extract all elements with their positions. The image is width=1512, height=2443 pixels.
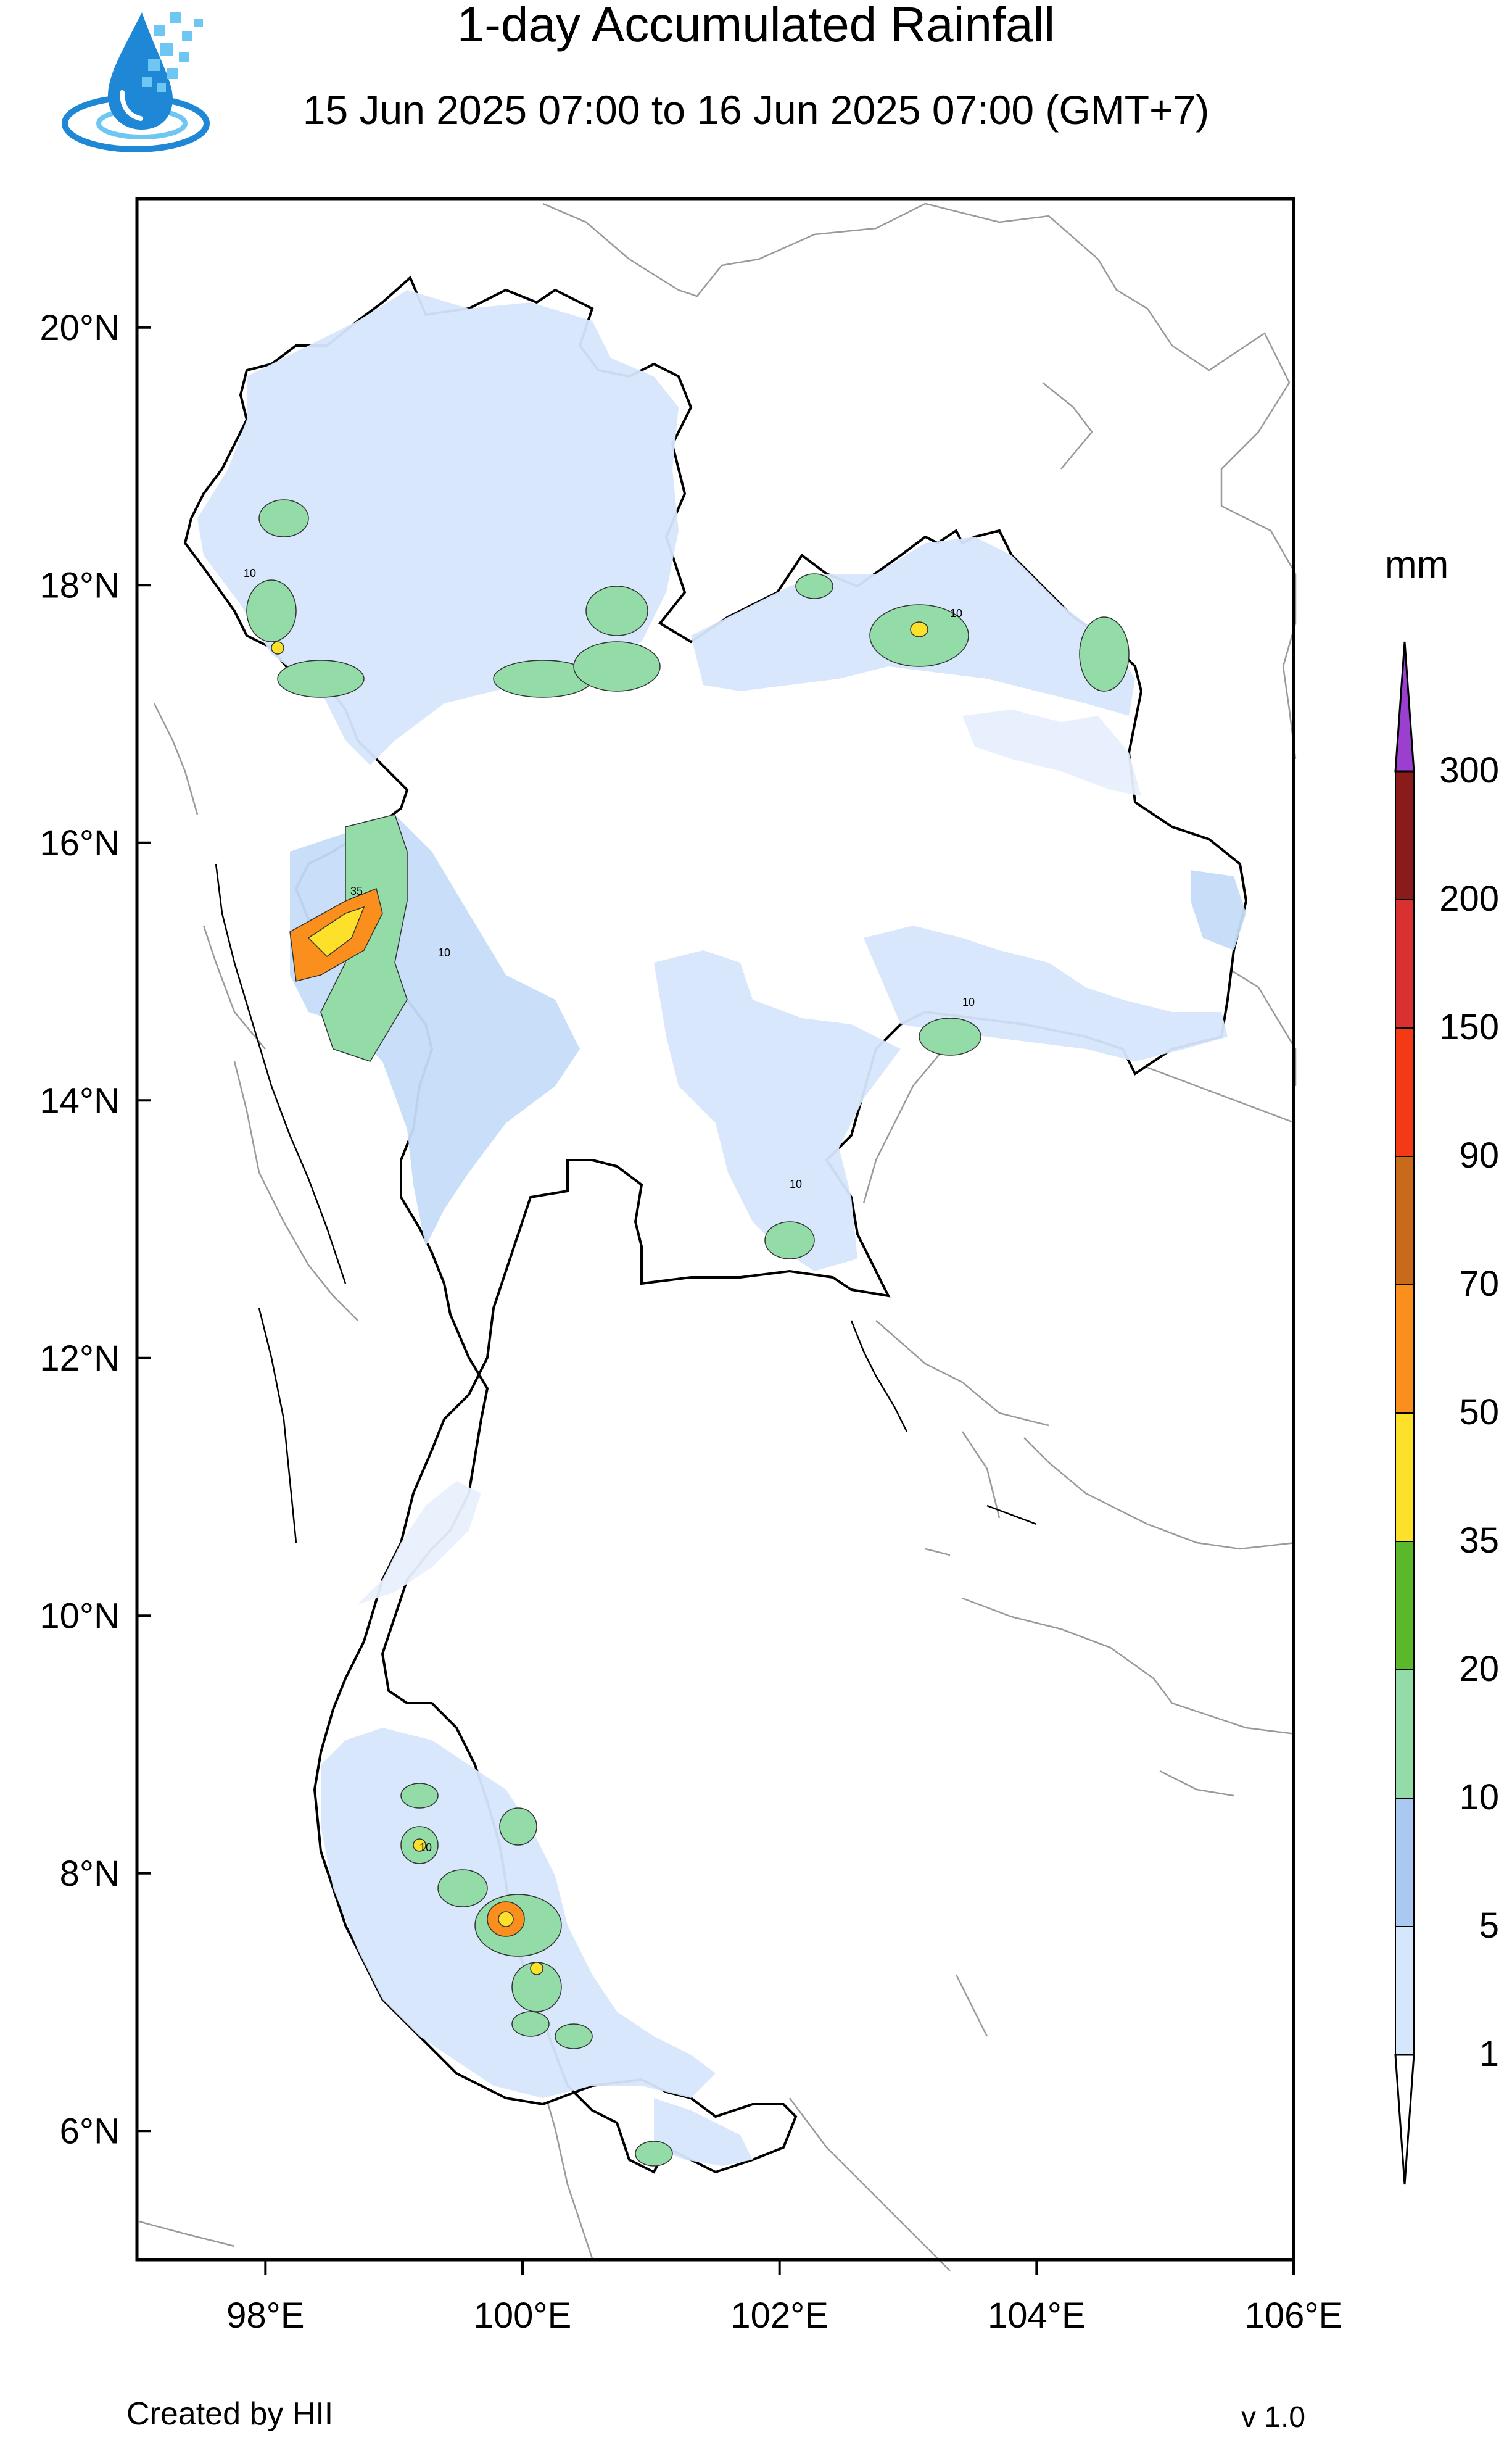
lat-tick-label: 12°N [39, 1338, 120, 1379]
neighbor-borders [138, 202, 1297, 2271]
hii-logo-icon [62, 12, 210, 152]
rain-cells-10-20 [246, 499, 1130, 2167]
colorbar-swatch [1395, 1412, 1415, 1542]
rain-cells-heavy [271, 621, 928, 1975]
colorbar-low-triangle [1394, 2054, 1415, 2185]
version-text: v 1.0 [1241, 2401, 1306, 2434]
map-frame [135, 197, 1295, 2262]
coastlines [215, 863, 1037, 1543]
colorbar-swatch [1395, 1284, 1415, 1414]
lat-tick-label: 6°N [60, 2111, 120, 2151]
lat-tick-label: 10°N [39, 1596, 120, 1636]
colorbar-swatch [1395, 1926, 1415, 2055]
lon-tick-label: 100°E [474, 2296, 572, 2336]
colorbar-level-label: 5 [1479, 1906, 1499, 1946]
contour-labels: 10 10 35 10 10 10 10 [244, 567, 975, 1854]
colorbar-level-label: 50 [1459, 1392, 1499, 1432]
lat-tick-label: 8°N [60, 1854, 120, 1894]
colorbar-level-label: 90 [1459, 1135, 1499, 1176]
colorbar-level-label: 10 [1459, 1777, 1499, 1817]
lon-tick-label: 104°E [988, 2296, 1086, 2336]
lat-tick-label: 16°N [39, 823, 120, 863]
lat-tick-label: 20°N [39, 308, 120, 348]
lon-tick-label: 98°E [226, 2296, 304, 2336]
lat-tick-label: 18°N [39, 565, 120, 605]
colorbar-unit: mm [1385, 544, 1449, 586]
latitude-axis: 6°N 8°N 10°N 12°N 14°N 16°N 18°N 20°N [39, 308, 151, 2151]
colorbar-swatch [1395, 1027, 1415, 1157]
colorbar-level-label: 20 [1459, 1649, 1499, 1689]
contour-label: 10 [950, 607, 962, 620]
map-subtitle: 15 Jun 2025 07:00 to 16 Jun 2025 07:00 (… [302, 87, 1210, 133]
colorbar-swatch [1395, 1541, 1415, 1670]
lon-tick-label: 102°E [730, 2296, 828, 2336]
contour-label: 35 [350, 885, 363, 897]
colorbar [1394, 641, 1415, 2185]
longitude-axis: 98°E 100°E 102°E 104°E 106°E [226, 2260, 1342, 2336]
lat-tick-label: 14°N [39, 1080, 120, 1121]
contour-label: 10 [962, 996, 975, 1008]
colorbar-level-label: 300 [1439, 750, 1499, 790]
credit-text: Created by HII [126, 2396, 334, 2432]
colorbar-swatch [1395, 1798, 1415, 1927]
colorbar-swatch [1395, 771, 1415, 900]
colorbar-swatch [1395, 1669, 1415, 1799]
colorbar-level-label: 150 [1439, 1007, 1499, 1047]
colorbar-level-label: 200 [1439, 879, 1499, 919]
colorbar-level-label: 1 [1479, 2034, 1499, 2074]
colorbar-level-label: 70 [1459, 1264, 1499, 1304]
map-title: 1-day Accumulated Rainfall [456, 0, 1056, 52]
contour-label: 10 [244, 567, 256, 579]
contour-label: 10 [438, 947, 450, 959]
colorbar-swatch [1395, 1156, 1415, 1285]
contour-label: 10 [419, 1841, 432, 1854]
colorbar-high-triangle [1394, 641, 1415, 773]
lon-tick-label: 106°E [1245, 2296, 1343, 2336]
colorbar-level-label: 35 [1459, 1520, 1499, 1561]
colorbar-swatch [1395, 899, 1415, 1029]
contour-label: 10 [790, 1178, 802, 1190]
